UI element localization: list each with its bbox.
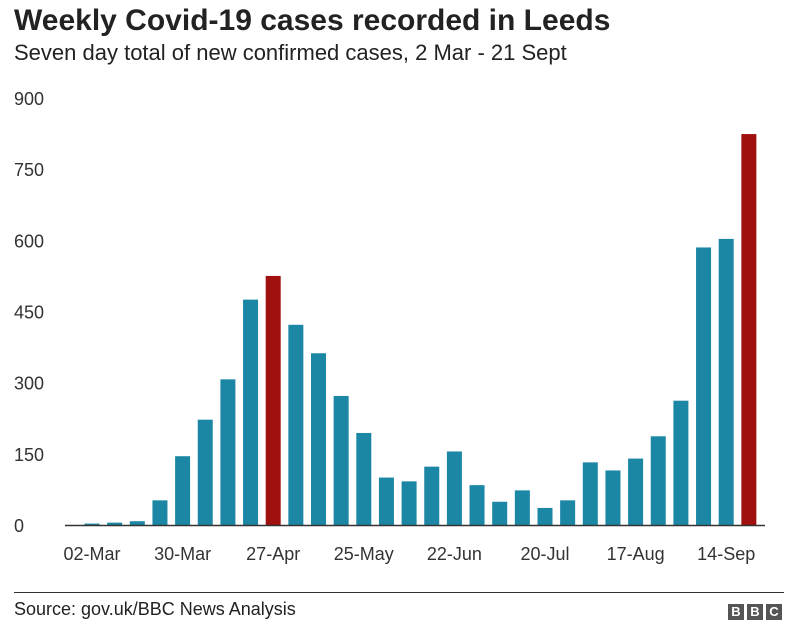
source-note: Source: gov.uk/BBC News Analysis: [14, 599, 296, 619]
bar-27-Apr: [265, 275, 281, 525]
bar-17-Aug: [628, 458, 644, 525]
bar-29-Jun: [469, 485, 485, 525]
x-tick-label: 22-Jun: [427, 544, 482, 564]
bbc-logo: B B C: [728, 604, 782, 620]
x-tick-label: 20-Jul: [520, 544, 569, 564]
bar-09-Mar: [107, 522, 123, 525]
bar-01-Jun: [378, 477, 394, 525]
bar-20-Jul: [537, 507, 553, 525]
bar-07-Sep: [696, 247, 712, 525]
bar-30-Mar: [175, 456, 191, 525]
bbc-logo-block: B: [747, 604, 763, 620]
y-tick-label: 750: [14, 160, 44, 180]
x-tick-label: 25-May: [334, 544, 394, 564]
bar-13-Apr: [220, 379, 236, 525]
bar-03-Aug: [582, 462, 598, 525]
y-tick-label: 600: [14, 231, 44, 251]
bar-31-Aug: [673, 400, 689, 525]
bar-23-Mar: [152, 500, 168, 525]
bar-25-May: [356, 432, 372, 525]
bar-13-Jul: [514, 490, 530, 525]
bar-27-Jul: [560, 500, 576, 525]
y-tick-label: 900: [14, 89, 44, 109]
y-tick-label: 0: [14, 516, 24, 536]
chart-subtitle: Seven day total of new confirmed cases, …: [14, 40, 567, 65]
bar-06-Apr: [197, 419, 213, 525]
bar-24-Aug: [650, 436, 666, 525]
y-tick-label: 150: [14, 445, 44, 465]
bar-18-May: [333, 395, 349, 525]
bar-11-May: [311, 353, 326, 525]
chart-title: Weekly Covid-19 cases recorded in Leeds: [14, 4, 611, 37]
x-tick-label: 14-Sep: [697, 544, 755, 564]
bar-20-Apr: [243, 299, 259, 525]
y-tick-label: 300: [14, 374, 44, 394]
x-tick-label: 27-Apr: [246, 544, 300, 564]
bar-15-Jun: [424, 466, 440, 525]
bbc-logo-block: B: [728, 604, 744, 620]
bar-22-Jun: [446, 451, 462, 525]
bar-02-Mar: [84, 523, 100, 525]
bar-08-Jun: [401, 481, 417, 525]
source-divider: [14, 592, 784, 593]
bar-21-Sep: [741, 134, 757, 525]
bar-chart: 0 150 300 450 600 750 900 02-Mar 30-Mar 27-Apr 25-…: [14, 89, 765, 564]
bar-10-Aug: [605, 470, 621, 525]
x-tick-label: 17-Aug: [607, 544, 665, 564]
bar-14-Sep: [718, 238, 734, 525]
y-tick-label: 450: [14, 303, 44, 323]
bbc-logo-block: C: [766, 604, 782, 620]
x-tick-label: 02-Mar: [63, 544, 120, 564]
x-tick-label: 30-Mar: [154, 544, 211, 564]
bar-06-Jul: [492, 501, 508, 525]
bar-04-May: [288, 324, 304, 525]
bar-16-Mar: [129, 521, 145, 525]
